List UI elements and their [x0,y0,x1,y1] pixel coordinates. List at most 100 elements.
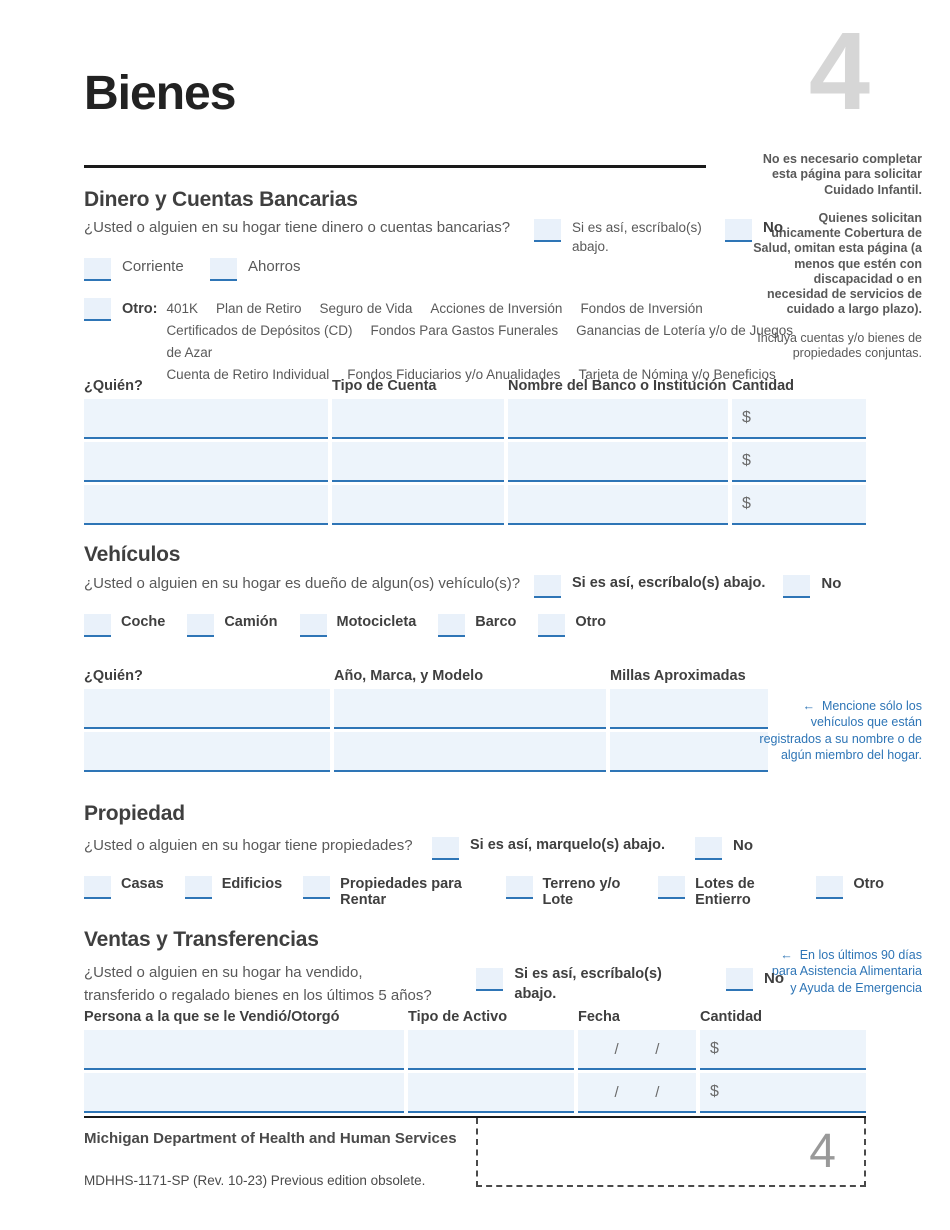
sales-col-tipo: Tipo de Activo [408,1009,508,1025]
vehicles-row2-millas-input[interactable] [610,732,768,772]
money-row2-banco-input[interactable] [508,442,728,482]
checkbox-sales-no[interactable] [726,968,753,991]
money-col-quien: ¿Quién? [84,378,143,394]
checkbox-ahorros[interactable] [210,258,237,281]
vehicles-table-rows [84,689,768,772]
checkbox-coche[interactable] [84,614,111,637]
option-acciones: Acciones de Inversión [430,301,563,316]
option-plan-retiro: Plan de Retiro [215,301,302,316]
sales-yes-label: Si es así, escríbalo(s) abajo. [514,966,662,1003]
sales-row2-persona-input[interactable] [84,1073,404,1113]
checkbox-sales-yes[interactable] [476,968,504,991]
money-row2-cantidad-input[interactable]: $ [732,442,866,482]
money-row2-tipo-input[interactable] [332,442,504,482]
money-table: ¿Quién? Tipo de Cuenta Nombre del Banco … [84,378,866,525]
coche-label: Coche [121,614,166,630]
money-row3-quien-input[interactable] [84,485,328,525]
checkbox-camion[interactable] [187,614,215,637]
otro-label: Otro: [122,301,158,317]
vehicles-col-quien: ¿Quién? [84,668,143,684]
option-retiro-individual: Cuenta de Retiro Individual [166,367,330,382]
sales-table-headers: Persona a la que se le Vendió/Otorgó Tip… [84,1009,866,1025]
checkbox-propiedades-rentar[interactable] [303,876,331,899]
vehicles-row1-quien-input[interactable] [84,689,330,729]
money-row2-quien-input[interactable] [84,442,328,482]
checkbox-barco[interactable] [438,614,466,637]
sales-row1-tipo-input[interactable] [408,1030,574,1070]
other-options-line3: Cuenta de Retiro Individual Fondos Fiduci… [166,364,794,386]
money-row3-tipo-input[interactable] [332,485,504,525]
vehicles-note-text: Mencione sólo los vehículos que están re… [759,699,922,762]
sales-row2-fecha-input[interactable]: / / [578,1073,696,1113]
sales-row2-cantidad-input[interactable]: $ [700,1073,866,1113]
vehicles-row2-modelo-input[interactable] [334,732,606,772]
checkbox-propiedad-otro[interactable] [816,876,844,899]
checkbox-money-yes[interactable] [534,219,561,242]
checkbox-property-no[interactable] [695,837,723,860]
checkbox-property-yes[interactable] [432,837,459,860]
sales-note: ← En los últimos 90 días para Asistencia… [766,947,922,996]
checkbox-casas[interactable] [84,876,111,899]
vehicles-table-headers: ¿Quién? Año, Marca, y Modelo Millas Apro… [84,668,768,684]
checkbox-motocicleta[interactable] [299,614,327,637]
checkbox-edificios[interactable] [184,876,212,899]
page-title: Bienes [84,67,236,120]
vehicles-note: ← Mencione sólo los vehículos que están … [758,698,922,763]
option-gastos-funerales: Fondos Para Gastos Funerales [370,323,559,338]
money-row1-banco-input[interactable] [508,399,728,439]
money-row1-cantidad-input[interactable]: $ [732,399,866,439]
property-type-row: Casas Edificios Propiedades para Rentar … [84,876,884,908]
office-stamp-box: 4 [476,1118,866,1187]
left-arrow-icon: ← [780,948,793,962]
other-options-line2: Certificados de Depósitos (CD) Fondos Par… [166,320,794,364]
sales-row1-cantidad-input[interactable]: $ [700,1030,866,1070]
money-row1-quien-input[interactable] [84,399,328,439]
edificios-label: Edificios [221,876,283,892]
checkbox-lotes-entierro[interactable] [658,876,686,899]
sales-row1-fecha-input[interactable]: / / [578,1030,696,1070]
checkbox-vehicles-yes[interactable] [534,575,561,598]
option-fiduciarios: Fondos Fiduciarios y/o Anualidades [347,367,561,382]
vehicles-row1-millas-input[interactable] [610,689,768,729]
vehicles-yes-label: Si es así, escríbalo(s) abajo. [572,575,766,591]
note-childcare: No es necesario completar esta página pa… [762,152,922,197]
footer-divider [84,1116,866,1118]
property-no-label: No [733,837,754,854]
checkbox-corriente[interactable] [84,258,111,281]
money-row1-tipo-input[interactable] [332,399,504,439]
sales-row1-persona-input[interactable] [84,1030,404,1070]
option-fondos-inversion: Fondos de Inversión [580,301,703,316]
money-row3-cantidad-input[interactable]: $ [732,485,866,525]
checkbox-vehiculo-otro[interactable] [538,614,566,637]
money-section-heading: Dinero y Cuentas Bancarias [84,188,358,211]
propiedades-rentar-label: Propiedades para Rentar [340,876,462,908]
vehicles-row2-quien-input[interactable] [84,732,330,772]
terreno-label: Terreno y/o Lote [542,876,621,908]
dollar-sign: $ [742,495,751,512]
footer-page-number: 4 [809,1125,836,1178]
vehicles-col-modelo: Año, Marca, y Modelo [334,668,484,684]
checkbox-vehicles-no[interactable] [783,575,811,598]
option-401k: 401K [166,301,198,316]
dollar-sign: $ [710,1040,719,1057]
vehicles-col-millas: Millas Aproximadas [610,668,746,684]
sales-no-label: No [764,970,784,987]
property-question: ¿Usted o alguien en su hogar tiene propi… [84,837,413,854]
date-slash: / [614,1083,619,1101]
money-row3-banco-input[interactable] [508,485,728,525]
lotes-entierro-label: Lotes de Entierro [695,876,755,908]
vehicles-question-row: ¿Usted o alguien en su hogar es dueño de… [84,575,884,598]
sales-col-fecha: Fecha [578,1009,620,1025]
checkbox-otro-cuenta[interactable] [84,298,111,321]
checkbox-money-no[interactable] [725,219,752,242]
sales-table-rows: / / $ / / $ [84,1030,866,1113]
other-options-line1: 401K Plan de Retiro Seguro de Vida Acciones… [166,298,794,320]
option-seguro-vida: Seguro de Vida [319,301,413,316]
money-other-row: Otro: 401K Plan de Retiro Seguro de Vida Ac… [84,298,794,386]
note-health-only: Quienes solicitan únicamente Cobertura d… [753,210,922,317]
vehicles-row1-modelo-input[interactable] [334,689,606,729]
sales-question-row: ¿Usted o alguien en su hogar ha vendido,… [84,962,784,1007]
footer-form-id: MDHHS-1171-SP (Rev. 10-23) Previous edit… [84,1173,426,1188]
checkbox-terreno[interactable] [505,876,533,899]
sales-row2-tipo-input[interactable] [408,1073,574,1113]
